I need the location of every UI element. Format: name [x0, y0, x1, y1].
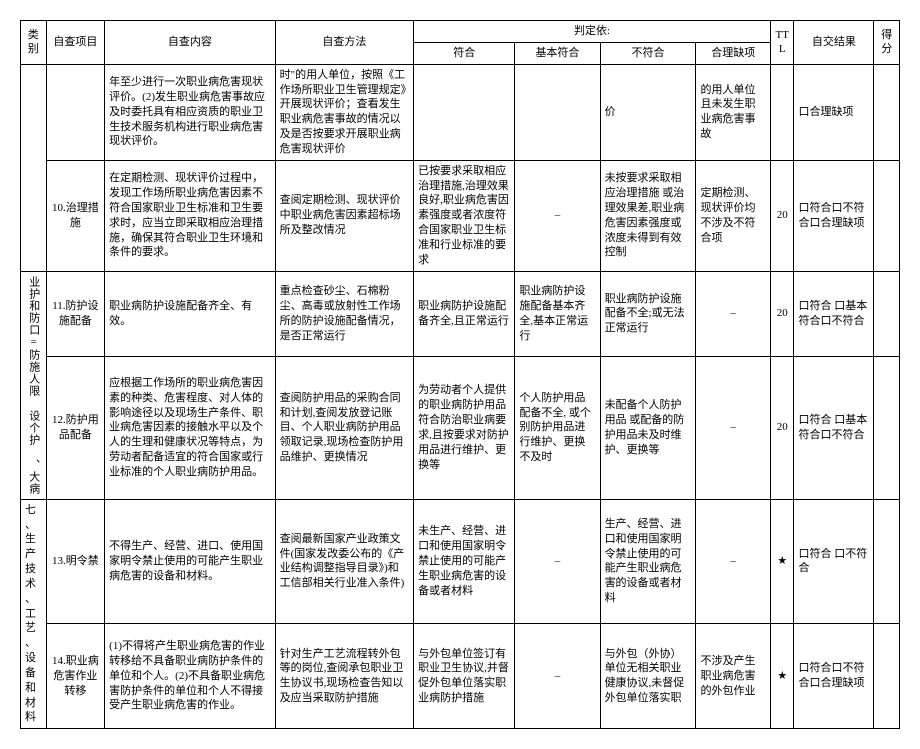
item-cell: 14.职业病危害作业转移 [46, 624, 105, 729]
j1-cell: 为劳动者个人提供的职业病防护用品符合防治职业病要求,且按要求对防护用品进行维护、… [414, 357, 515, 500]
j4-cell: 不涉及产生职业病危害的外包作业 [696, 624, 771, 729]
j1-cell: 已按要求采取相应治理措施,治理效果良好,职业病危害因素强度或者浓度符合国家职业卫… [414, 160, 515, 271]
method-cell: 重点检查砂尘、石棉粉尘、高毒或放射性工作场所的防护设施配备情况，是否正常运行 [275, 271, 414, 356]
cat-cell-blank [21, 64, 47, 271]
cat-cell: 七、生产技术、工艺、设备和材料 [21, 499, 47, 729]
j3-cell: 职业病防护设施配备不全;或无法正常运行 [600, 271, 696, 356]
item-cell: 10.治理措施 [46, 160, 105, 271]
j1-cell: 职业病防护设施配备齐全,且正常运行 [414, 271, 515, 356]
table-row: 14.职业病危害作业转移 (1)不得将产生职业病危害的作业转移给不具备职业病防护… [21, 624, 900, 729]
j2-cell: – [515, 624, 600, 729]
j4-cell: – [696, 499, 771, 623]
j2-cell: – [515, 499, 600, 623]
score-cell [874, 499, 900, 623]
table-row: 业护和防口=防施人限 设个护 、大病 11.防护设施配备 职业病防护设施配备齐全… [21, 271, 900, 356]
hdr-result: 自交结果 [794, 21, 874, 65]
hdr-method: 自查方法 [275, 21, 414, 65]
j3-cell: 生产、经营、进口和使用国家明令禁止使用的可能产生职业病危害的设备或者材料 [600, 499, 696, 623]
hdr-score: 得分 [874, 21, 900, 65]
j1-cell: 与外包单位签订有职业卫生协议,并督促外包单位落实职业病防护措施 [414, 624, 515, 729]
result-cell: 口符合 口基本符合口不符合 [794, 271, 874, 356]
content-cell: 应根据工作场所的职业病危害因素的种类、危害程度、对人体的影响途径以及现场生产条件… [105, 357, 275, 500]
table-row: 12.防护用品配备 应根据工作场所的职业病危害因素的种类、危害程度、对人体的影响… [21, 357, 900, 500]
j3-cell: 未配备个人防护用品 或配备的防护用品未及时维护、更换等 [600, 357, 696, 500]
inspection-table: 类别 自查项目 自查内容 自查方法 判定依: TTL 自交结果 得分 符合 基本… [20, 20, 900, 729]
result-cell: 口合理缺项 [794, 64, 874, 160]
hdr-j3: 不符合 [600, 42, 696, 64]
j2-cell: 职业病防护设施配备基本齐全,基本正常运行 [515, 271, 600, 356]
content-cell: (1)不得将产生职业病危害的作业转移给不具备职业病防护条件的单位和个人。(2)不… [105, 624, 275, 729]
header-row-1: 类别 自查项目 自查内容 自查方法 判定依: TTL 自交结果 得分 [21, 21, 900, 43]
content-cell: 在定期检测、现状评价过程中，发现工作场所职业病危害因素不符合国家职业卫生标准和卫… [105, 160, 275, 271]
method-cell: 查阅防护用品的采购合同和计划,查阅发放登记账目、个人职业病防护用品领取记录,现场… [275, 357, 414, 500]
j4-cell: – [696, 357, 771, 500]
hdr-judge: 判定依: [414, 21, 771, 43]
method-cell: 查阅最新国家产业政策文件(国家发改委公布的《产业结构调整指导目录》)和工信部相关… [275, 499, 414, 623]
item-cell: 11.防护设施配备 [46, 271, 105, 356]
j2-cell: 个人防护用品配备不全, 或个别防护用品进行维护、更换不及时 [515, 357, 600, 500]
score-cell [874, 271, 900, 356]
table-row: 年至少进行一次职业病危害现状评价。(2)发生职业病危害事故应及时委托具有相应资质… [21, 64, 900, 160]
j2-cell: – [515, 160, 600, 271]
ttl-cell [771, 64, 794, 160]
result-cell: 口符合口不符合口合理缺项 [794, 624, 874, 729]
j4-cell: 的用人单位且未发生职业病危害事故 [696, 64, 771, 160]
result-cell: 口符合口不符合口合理缺项 [794, 160, 874, 271]
table-row: 10.治理措施 在定期检测、现状评价过程中，发现工作场所职业病危害因素不符合国家… [21, 160, 900, 271]
table-row: 七、生产技术、工艺、设备和材料 13.明令禁 不得生产、经营、进口、使用国家明令… [21, 499, 900, 623]
j3-cell: 未按要求采取相应治理措施 或治理效果差,职业病危害因素强度或浓度未得到有效控制 [600, 160, 696, 271]
item-cell: 12.防护用品配备 [46, 357, 105, 500]
score-cell [874, 624, 900, 729]
result-cell: 口符合 口基本符合口不符合 [794, 357, 874, 500]
method-cell: 查阅定期检测、现状评价中职业病危害因素超标场所及整改情况 [275, 160, 414, 271]
hdr-content: 自查内容 [105, 21, 275, 65]
ttl-cell: 20 [771, 160, 794, 271]
hdr-j1: 符合 [414, 42, 515, 64]
ttl-cell: ★ [771, 499, 794, 623]
score-cell [874, 160, 900, 271]
result-cell: 口符合 口不符合 [794, 499, 874, 623]
ttl-cell: ★ [771, 624, 794, 729]
j4-cell: 定期检测、现状评价均不涉及不符合项 [696, 160, 771, 271]
content-cell: 职业病防护设施配备齐全、有效。 [105, 271, 275, 356]
cat-cell: 业护和防口=防施人限 设个护 、大病 [21, 271, 47, 499]
item-cell: 13.明令禁 [46, 499, 105, 623]
j3-cell: 价 [600, 64, 696, 160]
ttl-cell: 20 [771, 357, 794, 500]
ttl-cell: 20 [771, 271, 794, 356]
hdr-j4: 合理缺项 [696, 42, 771, 64]
hdr-category: 类别 [21, 21, 47, 65]
score-cell [874, 64, 900, 160]
item-cell-blank [46, 64, 105, 160]
j1-cell: 未生产、经营、进口和使用国家明令禁止使用的可能产生职业病危害的设备或者材料 [414, 499, 515, 623]
content-cell: 年至少进行一次职业病危害现状评价。(2)发生职业病危害事故应及时委托具有相应资质… [105, 64, 275, 160]
j1-cell [414, 64, 515, 160]
j3-cell: 与外包（外协）单位无相关职业健康协议,未督促外包单位落实职 [600, 624, 696, 729]
method-cell: 时"的用人单位，按照《工作场所职业卫生管理规定》开展现状评价；查看发生职业病危害… [275, 64, 414, 160]
hdr-item: 自查项目 [46, 21, 105, 65]
j2-cell [515, 64, 600, 160]
hdr-ttl: TTL [771, 21, 794, 65]
j4-cell: – [696, 271, 771, 356]
method-cell: 针对生产工艺流程转外包等的岗位,查阅承包职业卫生协议书,现场检查告知以及应当采取… [275, 624, 414, 729]
content-cell: 不得生产、经营、进口、使用国家明令禁止使用的可能产生职业病危害的设备和材料。 [105, 499, 275, 623]
score-cell [874, 357, 900, 500]
hdr-j2: 基本符合 [515, 42, 600, 64]
